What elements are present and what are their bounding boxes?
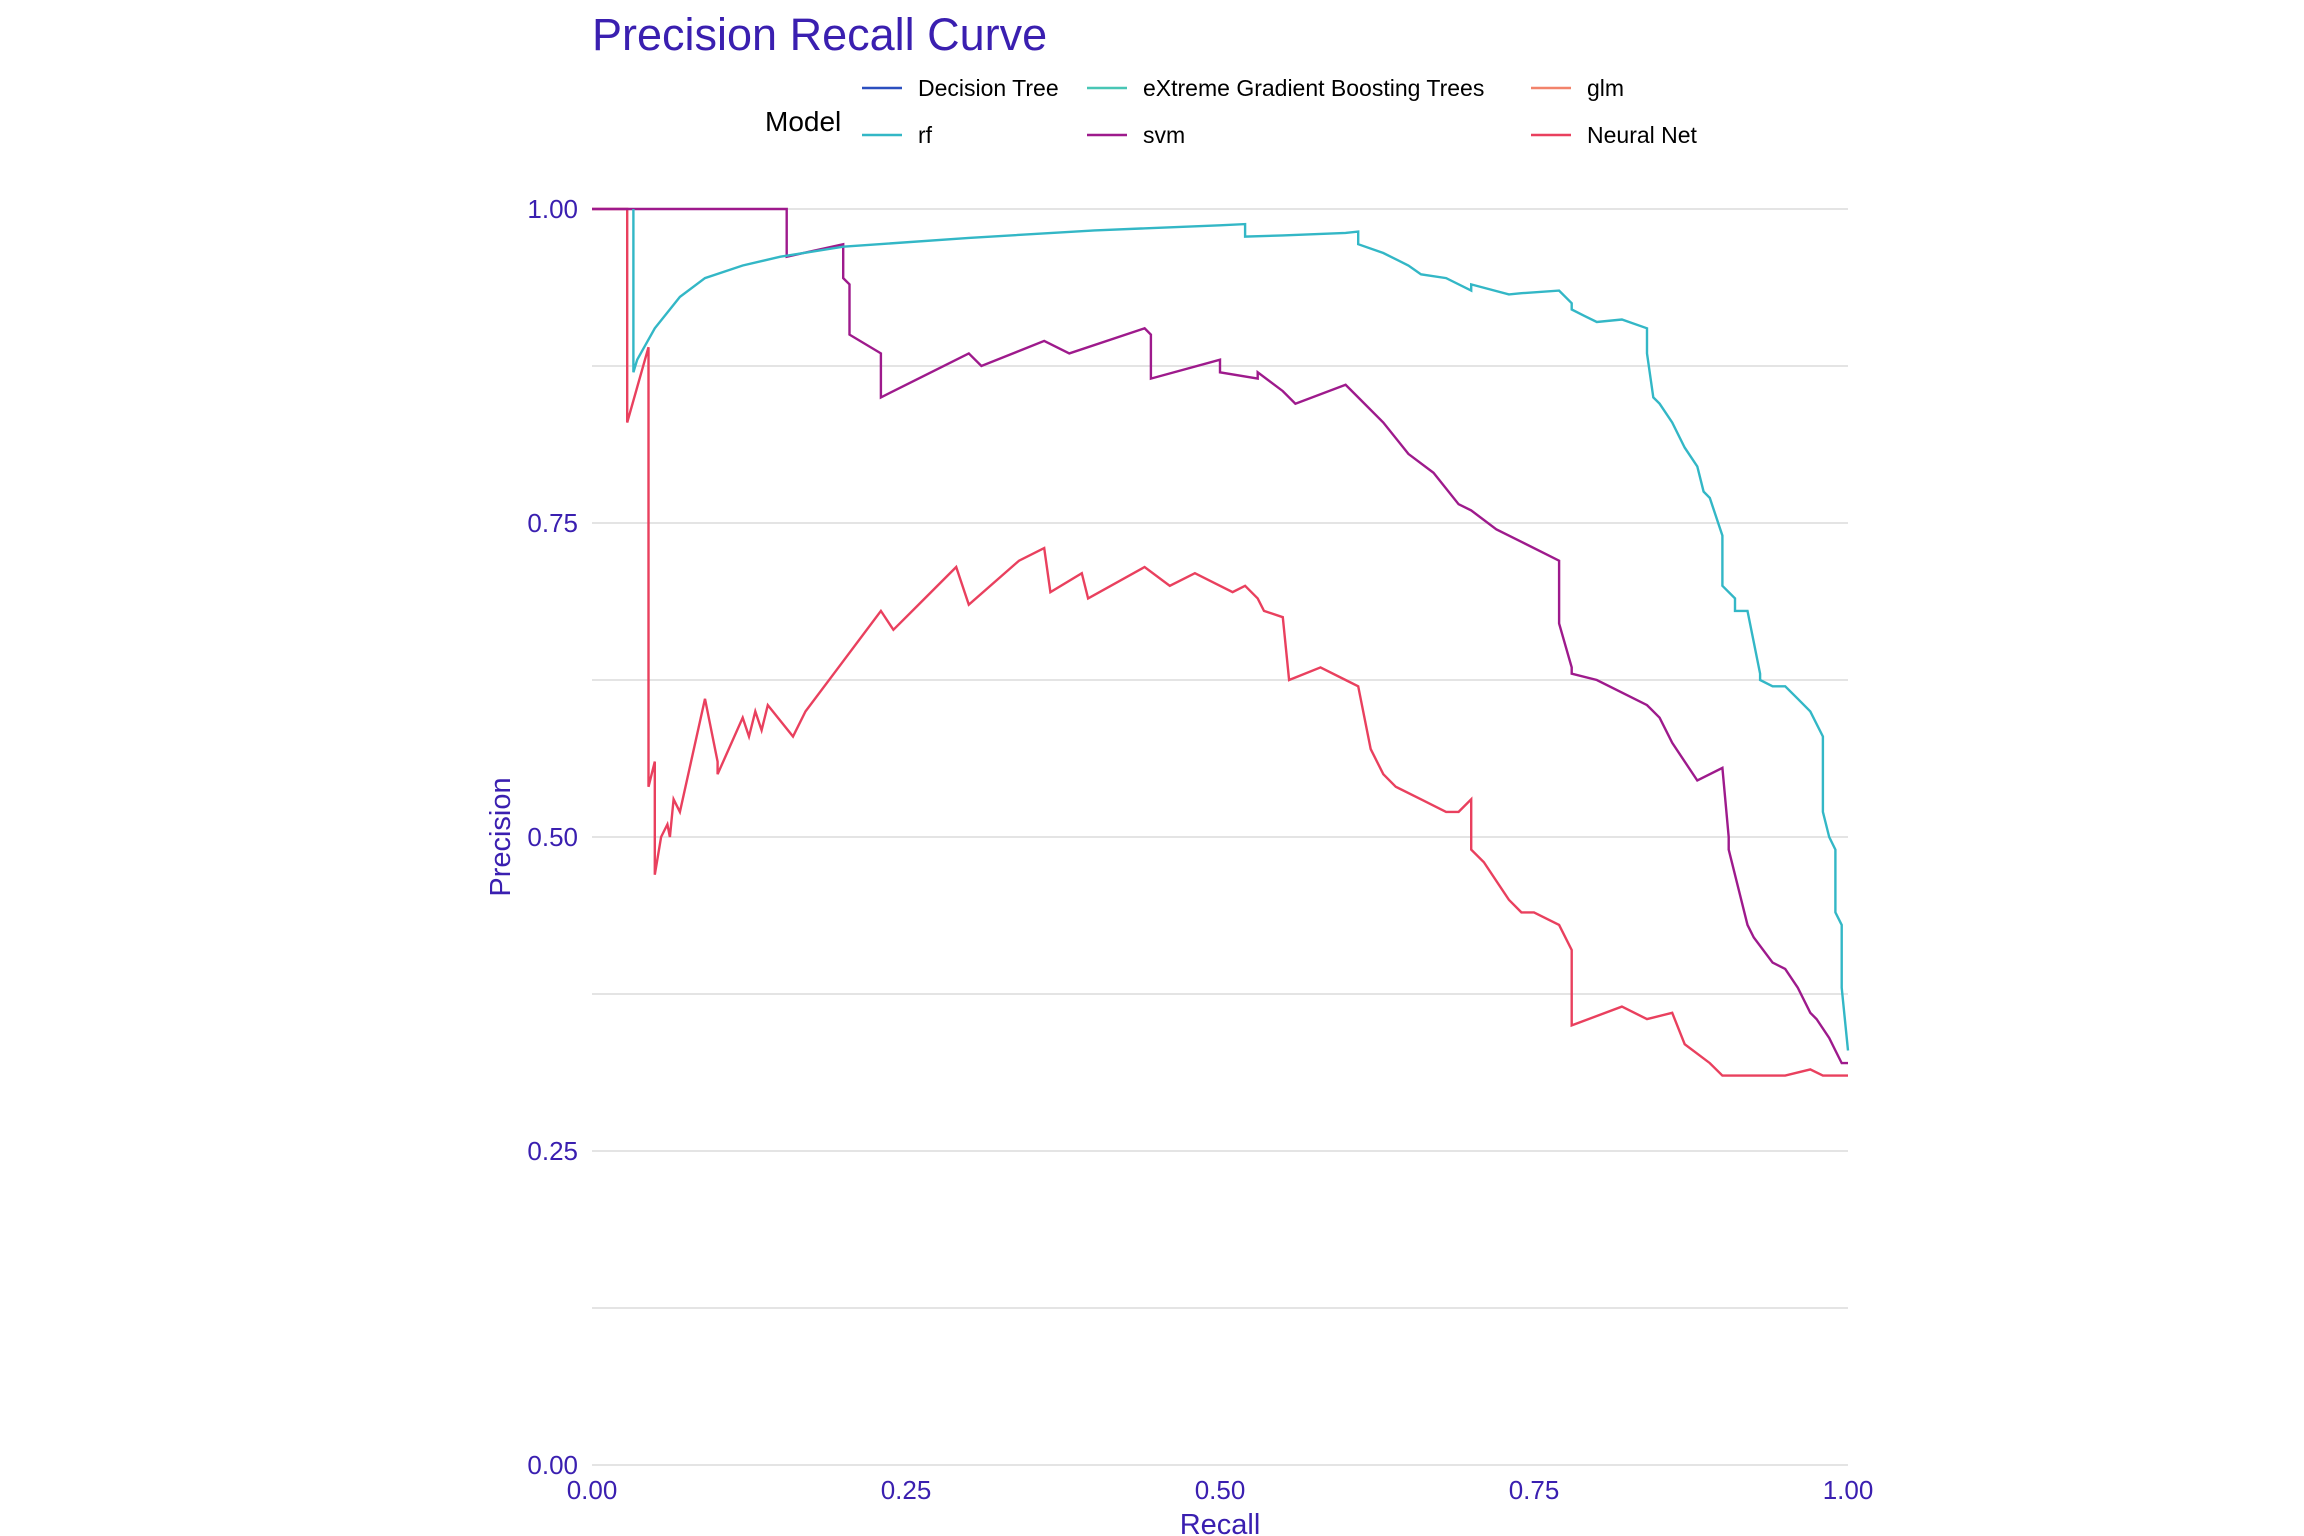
x-tick-label: 0.75 — [1509, 1475, 1560, 1505]
legend-label: Decision Tree — [918, 75, 1059, 101]
x-tick-label: 0.00 — [567, 1475, 618, 1505]
legend-item: svm — [1087, 122, 1185, 148]
chart-title: Precision Recall Curve — [592, 9, 1047, 60]
y-tick-label: 0.75 — [527, 508, 578, 538]
legend-item: Decision Tree — [862, 75, 1059, 101]
y-tick-label: 1.00 — [527, 194, 578, 224]
x-tick-label: 0.25 — [881, 1475, 932, 1505]
legend-item: rf — [862, 122, 933, 148]
legend-label: eXtreme Gradient Boosting Trees — [1143, 75, 1484, 101]
x-tick-label: 0.50 — [1195, 1475, 1246, 1505]
legend-label: rf — [918, 122, 933, 148]
series-line-rf — [632, 209, 1850, 1051]
series-layer — [592, 207, 1850, 1077]
legend-item: glm — [1531, 75, 1624, 101]
y-tick-label: 0.50 — [527, 822, 578, 852]
legend-item: eXtreme Gradient Boosting Trees — [1087, 75, 1484, 101]
legend-label: glm — [1587, 75, 1624, 101]
y-axis: 0.00 0.25 0.50 0.75 1.00 — [527, 194, 578, 1480]
legend-label: svm — [1143, 122, 1185, 148]
y-axis-title: Precision — [485, 777, 517, 896]
x-axis: 0.00 0.25 0.50 0.75 1.00 — [567, 1475, 1874, 1505]
legend-item: Neural Net — [1531, 122, 1698, 148]
x-tick-label: 1.00 — [1823, 1475, 1874, 1505]
legend-title: Model — [765, 106, 841, 137]
series-line-svm — [592, 207, 1848, 1065]
x-axis-title: Recall — [1180, 1509, 1261, 1536]
series-line-neural-net — [592, 207, 1848, 1077]
legend-label: Neural Net — [1587, 122, 1698, 148]
legend-items: Decision Tree rf eXtreme Gradient Boosting… — [862, 75, 1698, 148]
y-tick-label: 0.25 — [527, 1136, 578, 1166]
legend: Model Decision Tree rf eXtreme Gradient Bo… — [765, 75, 1698, 148]
y-tick-label: 0.00 — [527, 1450, 578, 1480]
gridlines — [592, 208, 1848, 1466]
